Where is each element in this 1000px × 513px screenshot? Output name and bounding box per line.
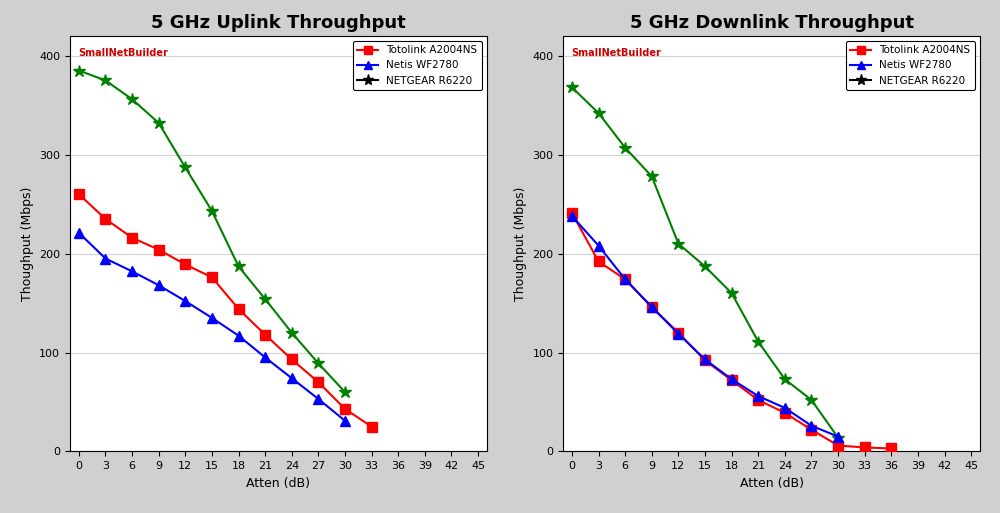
Legend: Totolink A2004NS, Netis WF2780, NETGEAR R6220: Totolink A2004NS, Netis WF2780, NETGEAR … xyxy=(353,41,482,90)
Text: SmallNetBuilder: SmallNetBuilder xyxy=(78,48,168,58)
Title: 5 GHz Downlink Throughput: 5 GHz Downlink Throughput xyxy=(630,13,914,32)
Y-axis label: Thoughput (Mbps): Thoughput (Mbps) xyxy=(21,187,34,301)
Y-axis label: Thoughput (Mbps): Thoughput (Mbps) xyxy=(514,187,527,301)
X-axis label: Atten (dB): Atten (dB) xyxy=(246,477,310,490)
X-axis label: Atten (dB): Atten (dB) xyxy=(740,477,804,490)
Text: SmallNetBuilder: SmallNetBuilder xyxy=(571,48,661,58)
Title: 5 GHz Uplink Throughput: 5 GHz Uplink Throughput xyxy=(151,13,406,32)
Legend: Totolink A2004NS, Netis WF2780, NETGEAR R6220: Totolink A2004NS, Netis WF2780, NETGEAR … xyxy=(846,41,975,90)
